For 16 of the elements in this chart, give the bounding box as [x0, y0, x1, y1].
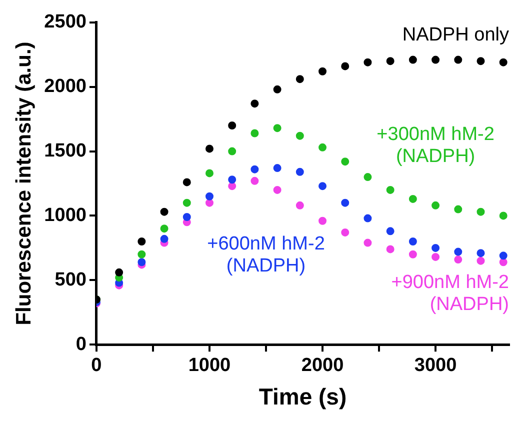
y-axis-title: Fluorescence intensity (a.u.): [12, 42, 36, 326]
series-label: NADPH only: [402, 24, 510, 46]
series-label: +600nM hM-2 (NADPH): [207, 233, 325, 276]
series-label: +900nM hM-2 (NADPH): [391, 272, 509, 315]
x-tick-label: 1000: [188, 355, 231, 376]
y-tick-label: 0: [76, 334, 86, 355]
x-tick-label: 2000: [301, 355, 344, 376]
y-tick-label: 1000: [44, 204, 86, 226]
x-axis-title: Time (s): [258, 384, 347, 410]
y-tick-label: 1500: [44, 140, 86, 162]
x-tick-label: 3000: [414, 355, 457, 376]
x-tick-label: 0: [91, 355, 102, 376]
y-tick-label: 2000: [44, 76, 86, 98]
y-tick-label: 2500: [44, 12, 86, 33]
y-tick-label: 500: [54, 269, 86, 290]
series-label: +300nM hM-2 (NADPH): [376, 124, 494, 167]
